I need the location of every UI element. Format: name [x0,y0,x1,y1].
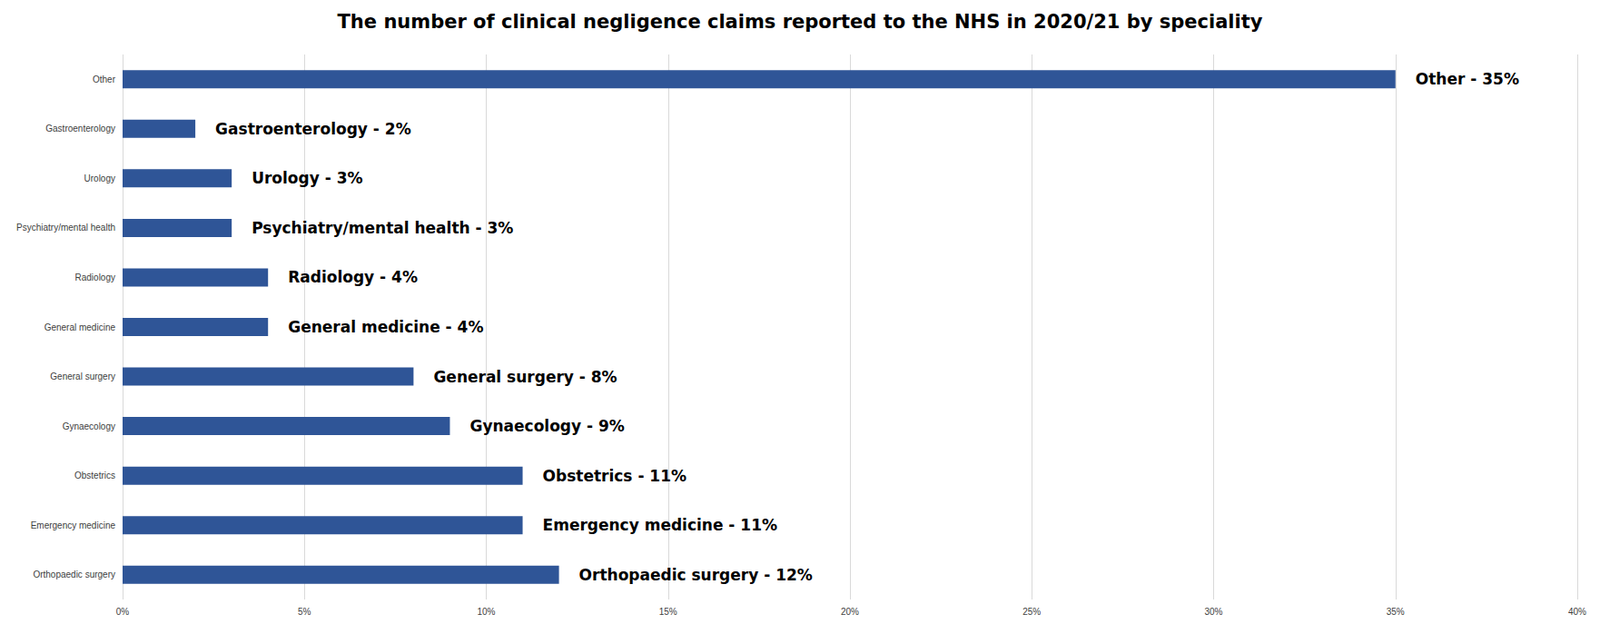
svg-text:10%: 10% [476,606,495,617]
svg-text:Psychiatry/mental health: Psychiatry/mental health [16,222,116,233]
svg-text:Other: Other [92,74,117,85]
svg-text:Radiology - 4%: Radiology - 4% [287,267,418,287]
svg-text:Radiology: Radiology [75,272,116,283]
svg-text:40%: 40% [1568,606,1587,617]
svg-text:20%: 20% [840,606,860,617]
svg-text:Emergency medicine: Emergency medicine [30,520,117,531]
svg-text:Orthopaedic surgery - 12%: Orthopaedic surgery - 12% [579,565,813,584]
svg-text:General surgery: General surgery [49,371,116,382]
svg-text:Gastroenterology: Gastroenterology [45,123,116,134]
svg-text:Gastroenterology - 2%: Gastroenterology - 2% [215,119,412,139]
svg-text:Obstetrics - 11%: Obstetrics - 11% [543,466,688,485]
svg-text:5%: 5% [297,606,312,617]
svg-text:Gynaecology: Gynaecology [62,421,116,432]
svg-text:General medicine: General medicine [44,322,117,333]
svg-text:Other - 35%: Other - 35% [1415,69,1520,89]
svg-text:Urology - 3%: Urology - 3% [251,168,363,188]
svg-text:Emergency medicine - 11%: Emergency medicine - 11% [543,515,778,534]
svg-text:0%: 0% [116,606,130,617]
svg-text:Orthopaedic surgery: Orthopaedic surgery [32,569,116,580]
svg-text:15%: 15% [659,606,678,617]
svg-text:25%: 25% [1022,606,1041,617]
svg-text:General medicine - 4%: General medicine - 4% [287,317,484,336]
svg-text:30%: 30% [1204,606,1223,617]
svg-text:35%: 35% [1386,606,1405,617]
svg-text:General surgery - 8%: General surgery - 8% [433,367,617,386]
svg-text:Psychiatry/mental health - 3%: Psychiatry/mental health - 3% [251,218,514,238]
svg-text:Gynaecology - 9%: Gynaecology - 9% [469,416,624,435]
svg-text:The number of clinical neglige: The number of clinical negligence claims… [337,10,1264,33]
svg-text:Urology: Urology [84,173,116,184]
svg-text:Obstetrics: Obstetrics [74,470,116,481]
